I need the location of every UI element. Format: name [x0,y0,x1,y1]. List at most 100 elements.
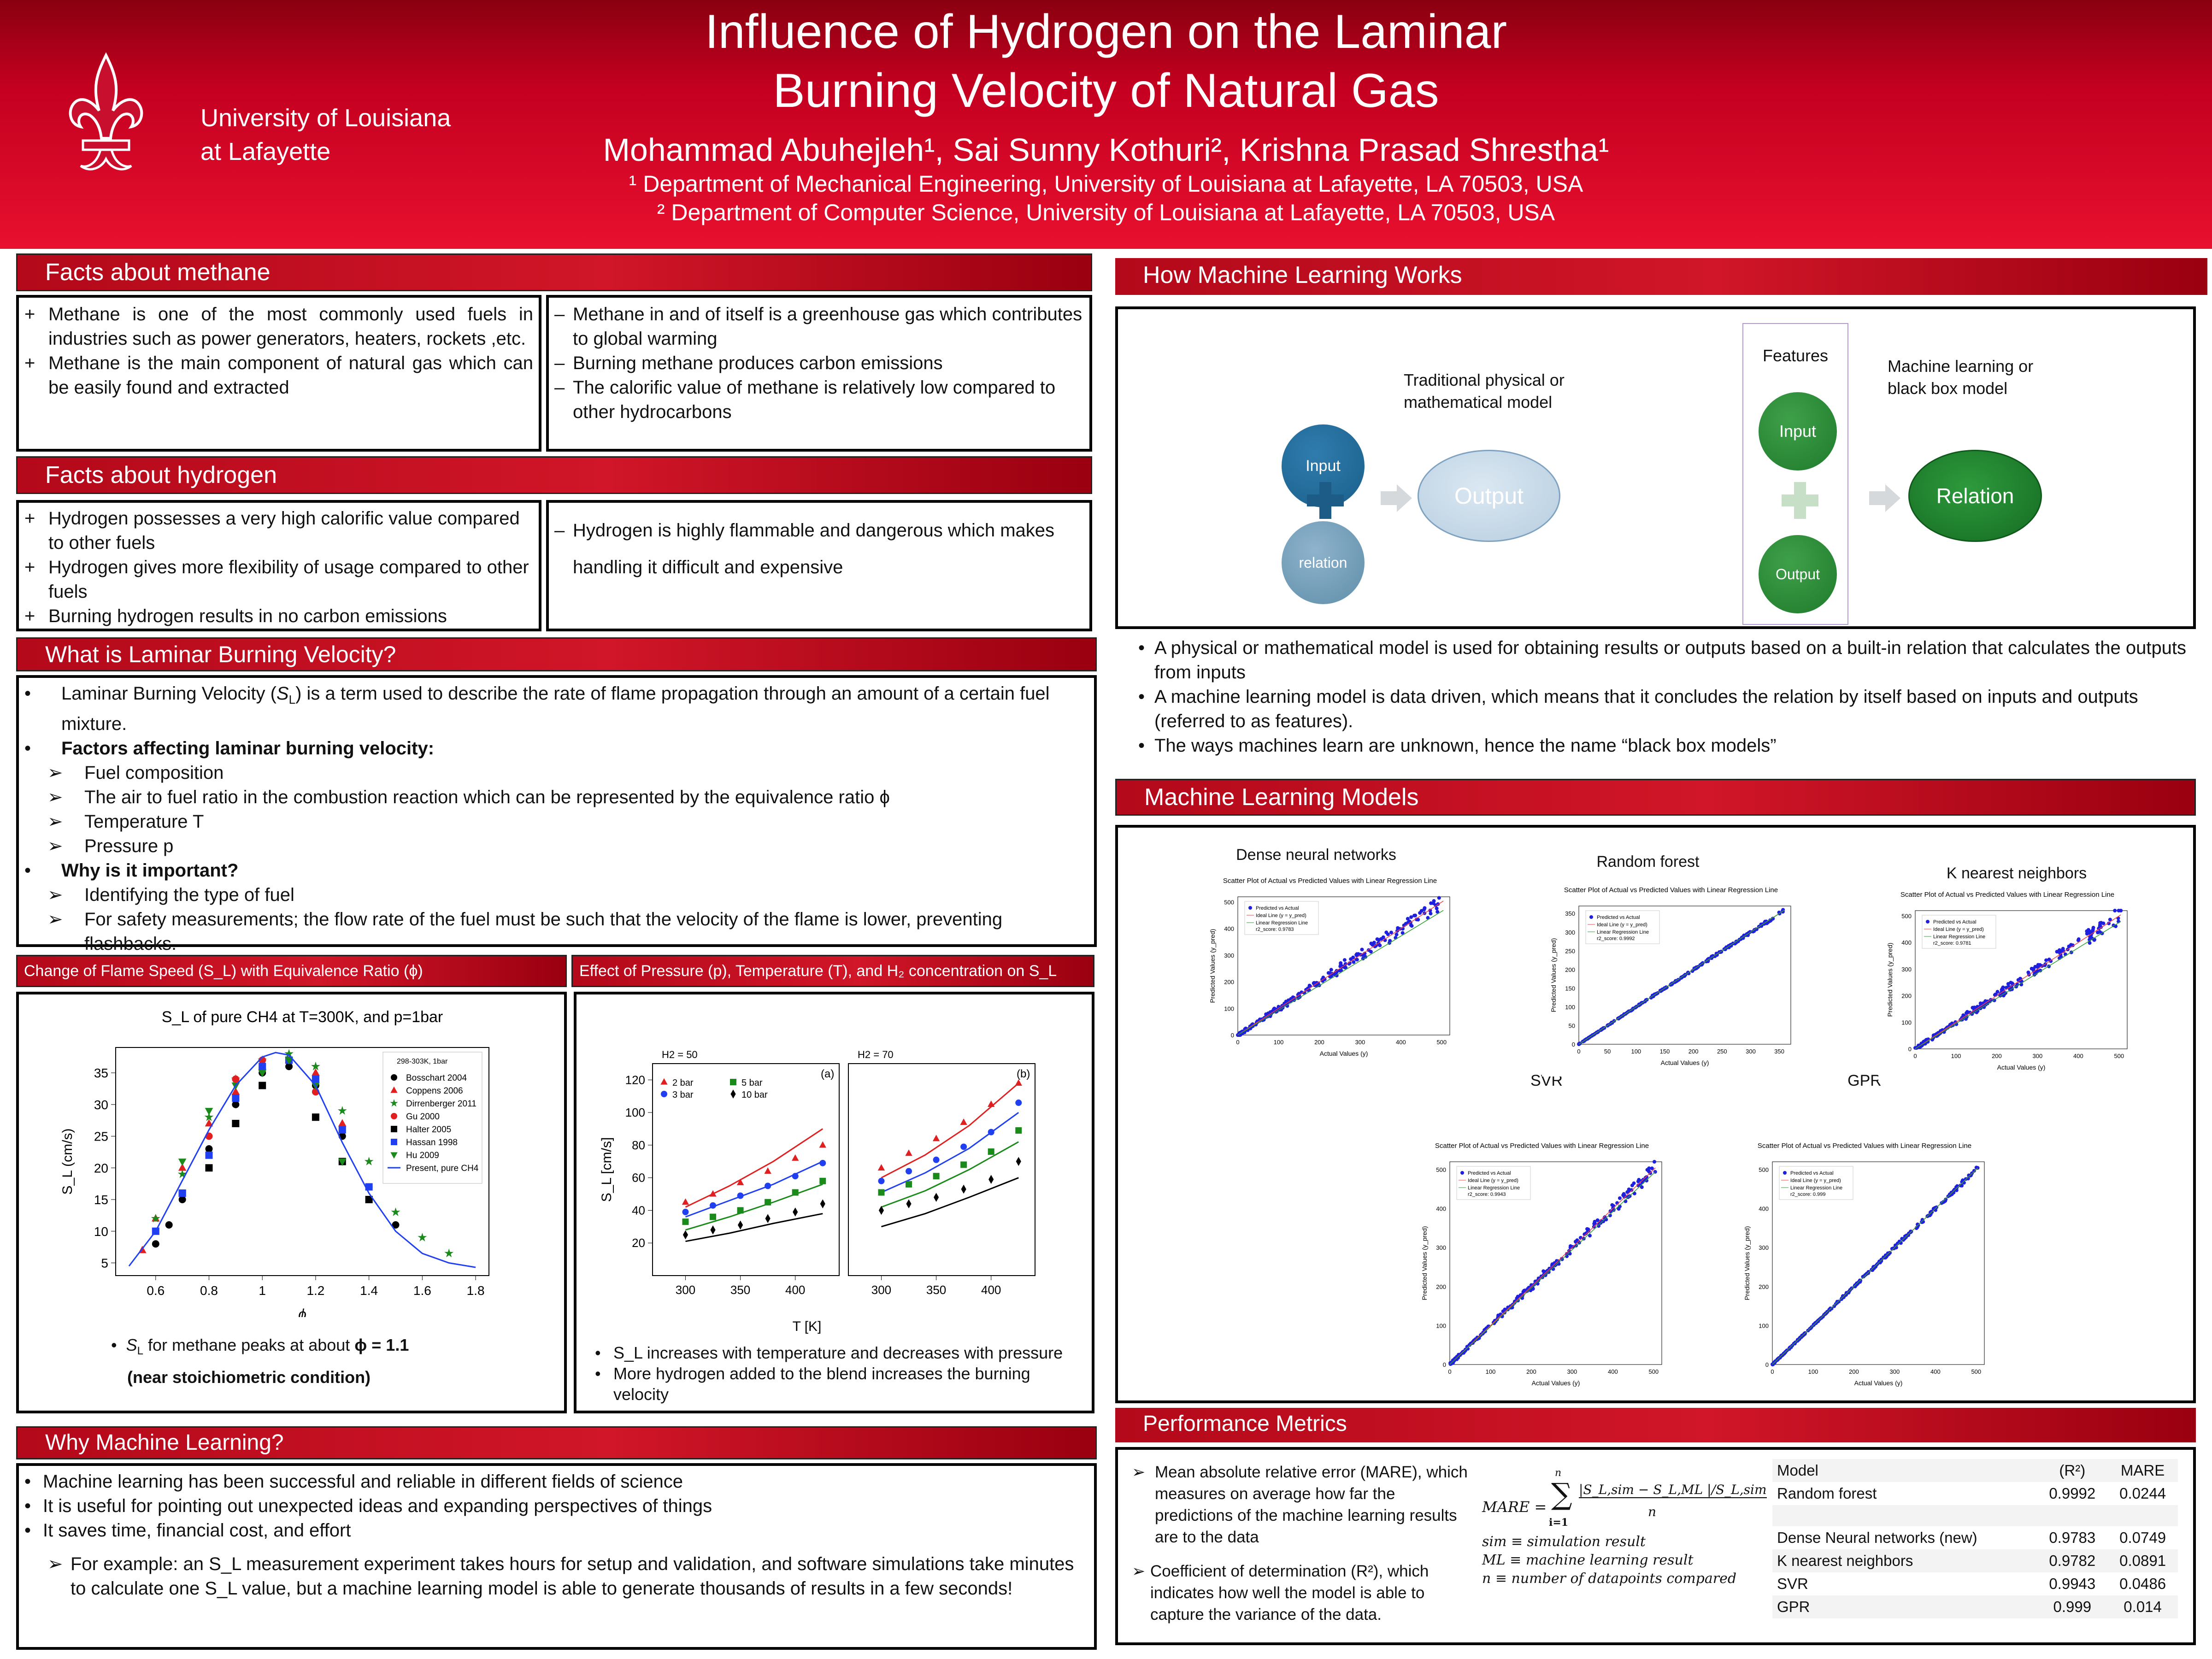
legend-box [1585,910,1660,944]
scatter-point [2087,931,2091,935]
y-tick-label: 200 [1759,1283,1769,1290]
y-tick-label: 300 [1224,952,1234,959]
scatter-point [1369,950,1373,954]
legend-marker [391,1074,397,1081]
data-point [988,1129,994,1135]
scatter-plot-dnn: Scatter Plot of Actual vs Predicted Valu… [1201,869,1459,1067]
plot-frame [1772,1161,1985,1365]
model-name-rf: Random forest [1596,853,1700,871]
y-tick-label: 200 [1901,993,1912,1000]
y-tick-label: 0 [1231,1032,1234,1039]
y-tick-label: 200 [1224,979,1234,986]
hydrogen-pro-2: + Hydrogen gives more flexibility of usag… [24,557,529,602]
scatter-point [1959,1183,1963,1188]
data-point [793,1207,798,1217]
y-tick-label: 120 [625,1073,645,1087]
scatter-point [1386,932,1390,936]
legend-marker [1783,1171,1787,1175]
x-axis-label: T [K] [793,1319,822,1334]
scatter-point [1277,1005,1281,1009]
data-point [932,1135,940,1141]
regression-line [1578,910,1785,1045]
data-point [905,1149,912,1156]
data-point [231,1087,240,1095]
scatter-point [1623,1194,1627,1198]
data-point [960,1161,967,1168]
scatter-point [2001,985,2005,989]
y-tick-label: 50 [1569,1022,1575,1029]
scatter-point [1866,1270,1871,1274]
data-point [205,1108,213,1116]
flame-box: S_L of pure CH4 at T=300K, and p=1bar 0.6… [16,992,567,1413]
data-point [259,1063,266,1071]
scatter-point [2086,928,2090,932]
scatter-point [1352,960,1356,964]
plot-title: Scatter Plot of Actual vs Predicted Valu… [1223,877,1437,885]
x-tick-label: 400 [2073,1053,2083,1059]
methane-cons-box: – Methane in and of itself is a greenhous… [546,295,1092,452]
scatter-point [1971,1006,1976,1011]
y-tick-label: 100 [1759,1322,1769,1329]
scatter-point [1982,1001,1986,1005]
data-point [1015,1099,1022,1106]
whyml-example: ➢ For example: an S_L measurement experim… [47,1554,1074,1599]
pressure-note-1: • S_L increases with temperature and decr… [595,1343,1063,1362]
scatter-point [1944,1197,1948,1201]
y-tick-label: 500 [1759,1166,1769,1173]
y-axis-label: Predicted Values (y_pred) [1743,1226,1751,1300]
legend-r2: r2_score: 0.9992 [1597,936,1635,941]
input-feature-circle: Input [1759,392,1837,471]
scatter-point [2099,921,2103,925]
pressure-box: S_L [cm/s] T [K] (a) H2 = 50 300 350 400 20 40 60… [574,992,1094,1413]
r2-description: ➢ Coefficient of determination (R²), whic… [1132,1562,1429,1624]
data-point [392,1221,400,1229]
scatter-point [2108,918,2112,922]
data-point [338,1159,347,1166]
methane-pro-1: + Methane is one of the most commonly use… [24,304,533,349]
y-tick-label: 200 [1565,966,1575,973]
data-point [232,1120,240,1127]
arrow-right-icon [1381,482,1413,514]
methane-heading: Facts about methane [16,253,1092,291]
output-feature-circle: Output [1759,535,1837,613]
x-tick-label: 200 [1992,1053,2002,1059]
legend-label: Ideal Line (y = y_pred) [1468,1178,1518,1183]
legend-r2: r2_score: 0.999 [1790,1192,1825,1197]
scatter-point [1595,1218,1600,1222]
poster-title-line1: Influence of Hydrogen on the Laminar [705,5,1507,59]
legend-marker [730,1089,736,1099]
scatter-point [1636,1179,1640,1183]
scatter-point [1449,1361,1453,1365]
data-point [765,1182,771,1189]
legend-label: 5 bar [741,1078,763,1088]
scatter-point [1972,1169,1976,1173]
scatter-point [2038,968,2042,972]
scatter-point [1885,1253,1889,1257]
y-tick-label: 300 [1436,1244,1446,1251]
plot-frame [115,1047,489,1276]
series-line [685,1160,823,1218]
flame-speed-chart: S_L of pure CH4 at T=300K, and p=1bar 0.6… [60,1008,489,1317]
scatter-point [1618,1196,1622,1200]
scatter-point [1890,1247,1894,1251]
data-point [906,1168,912,1175]
data-point [232,1075,240,1083]
scatter-plot-rf: Scatter Plot of Actual vs Predicted Valu… [1542,878,1800,1077]
howml-bullet-1: • A physical or mathematical model is use… [1138,638,2187,682]
series-line [881,1082,1019,1179]
y-tick-label: 0 [1443,1361,1446,1368]
x-axis-label: Actual Values (y) [1854,1379,1903,1387]
scatter-point [1995,990,2000,994]
scatter-point [1830,1306,1834,1311]
table-row-spacer [1772,1505,2178,1526]
x-tick-label: 400 [981,1283,1001,1297]
data-point [933,1173,940,1180]
table-row: GPR 0.999 0.014 [1772,1595,2178,1618]
y-tick-label: 20 [94,1161,108,1175]
scatter-point [1285,1004,1289,1008]
methane-con-1: – Methane in and of itself is a greenhous… [554,304,1082,349]
data-point [682,1230,688,1240]
legend-label: Ideal Line (y = y_pred) [1933,927,1984,932]
data-point [178,1189,186,1197]
legend-label: Coppens 2006 [406,1086,463,1096]
